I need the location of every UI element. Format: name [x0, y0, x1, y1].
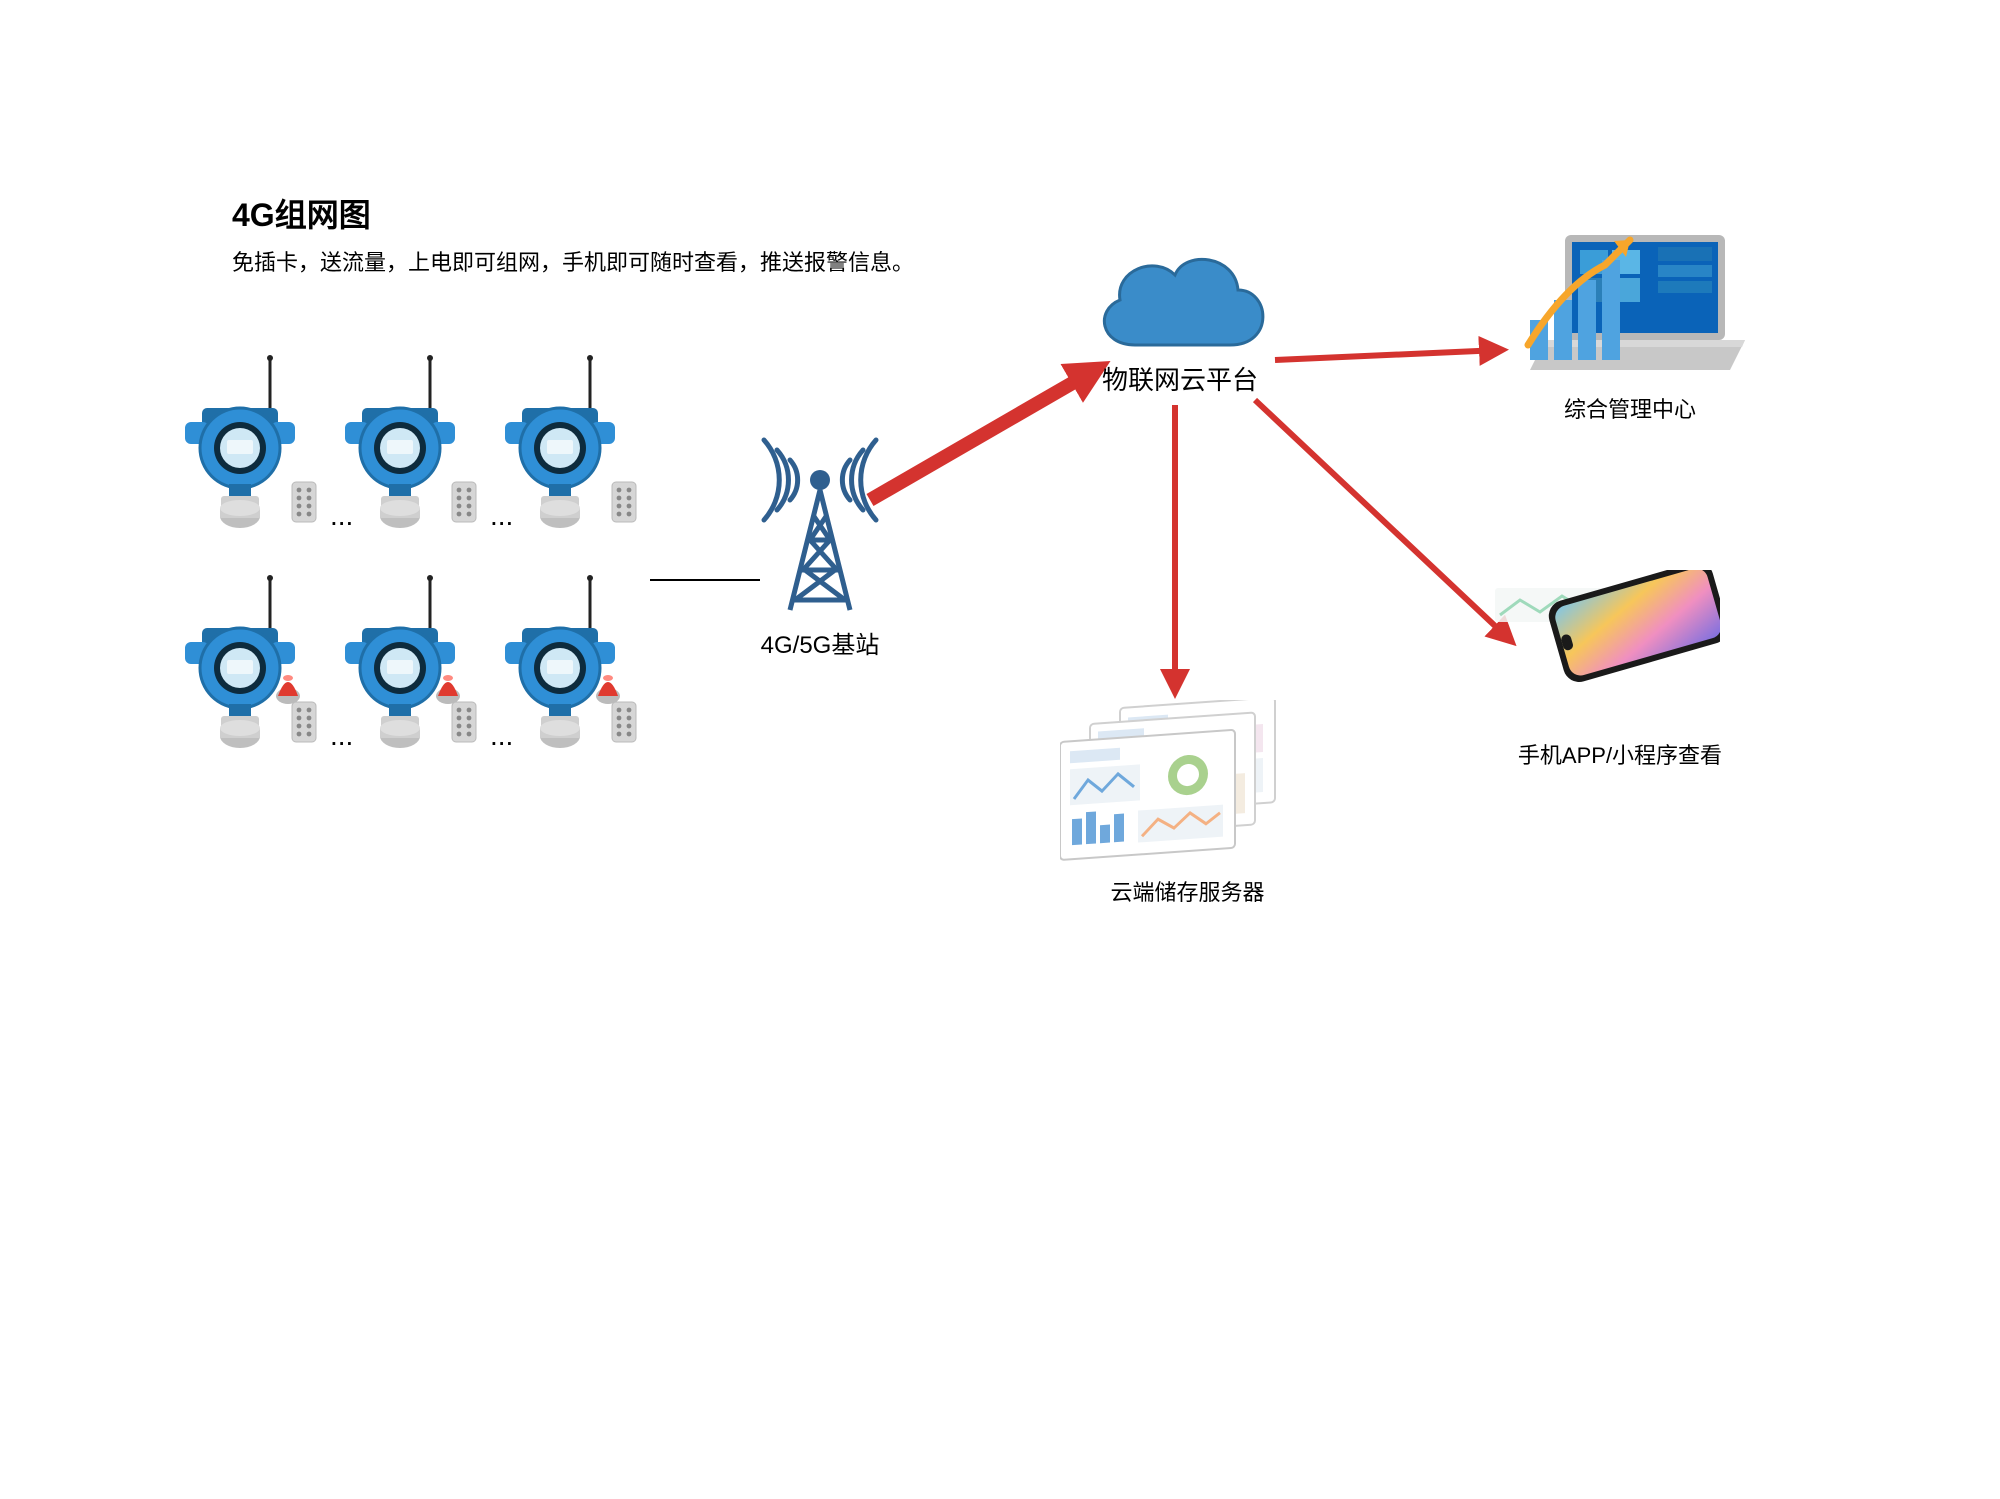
laptop-icon [1510, 225, 1750, 390]
remote-icon [452, 702, 476, 742]
ellipsis-text: ... [330, 720, 353, 751]
sensor-device-icon [345, 575, 476, 748]
phone-label: 手机APP/小程序查看 [1510, 738, 1730, 770]
base-station-icon [735, 420, 905, 620]
laptop-label: 综合管理中心 [1555, 392, 1705, 424]
laptop-node [1510, 225, 1750, 395]
sensor-device-icon [505, 575, 636, 748]
ellipsis-text: ... [490, 720, 513, 751]
base-station-label: 4G/5G基站 [745, 625, 895, 660]
cloud-icon [1080, 235, 1280, 370]
sensor-device-icon [185, 575, 316, 748]
cloud-node [1080, 235, 1280, 375]
remote-icon [292, 702, 316, 742]
edge-cloud-to-phone [1255, 400, 1510, 640]
remote-icon [612, 702, 636, 742]
sensor-row-top [190, 310, 690, 515]
base-station-node [735, 420, 905, 625]
phone-icon [1490, 570, 1720, 740]
phone-node [1490, 570, 1720, 745]
diagram-subtitle: 免插卡，送流量，上电即可组网，手机即可随时查看，推送报警信息。 [232, 245, 914, 277]
server-icon [1060, 700, 1300, 865]
edge-cloud-to-laptop [1275, 350, 1500, 360]
diagram-canvas: 4G组网图 免插卡，送流量，上电即可组网，手机即可随时查看，推送报警信息。 [0, 0, 2000, 1499]
diagram-title: 4G组网图 [232, 190, 371, 236]
server-node [1060, 700, 1300, 870]
cloud-label: 物联网云平台 [1095, 360, 1265, 397]
server-label: 云端储存服务器 [1105, 875, 1270, 907]
